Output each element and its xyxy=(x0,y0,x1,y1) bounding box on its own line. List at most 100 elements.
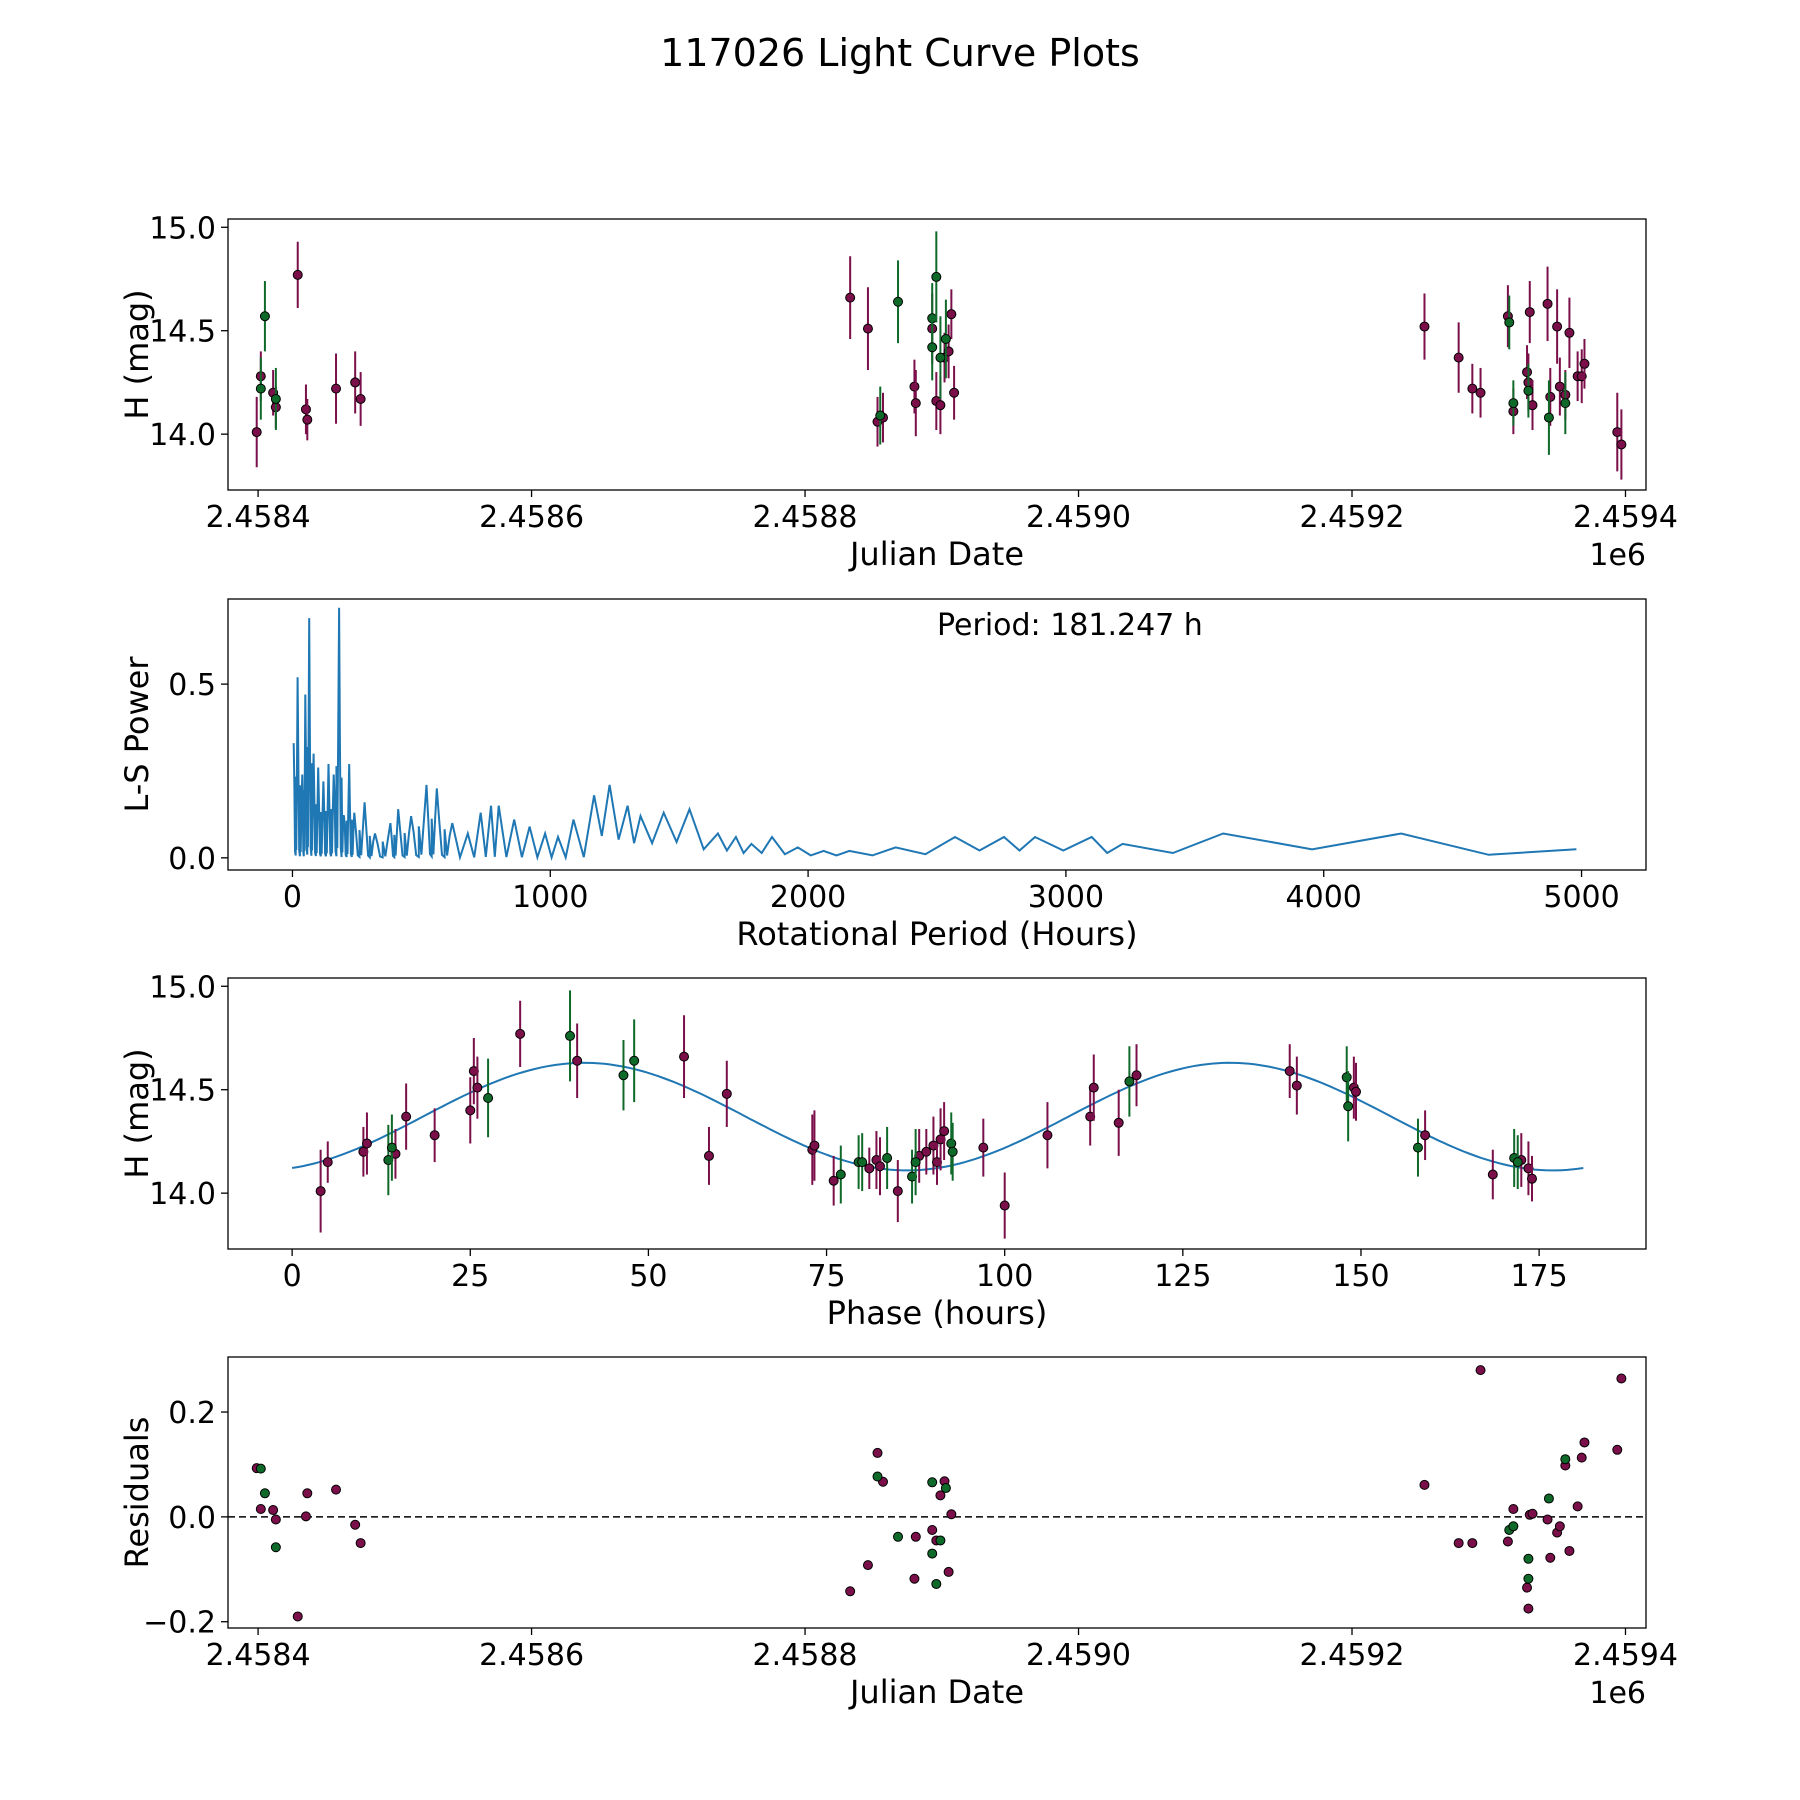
plot-area xyxy=(292,607,1577,862)
y-axis-label: Residuals xyxy=(118,1417,156,1569)
data-point xyxy=(1487,1169,1498,1180)
data-point xyxy=(931,271,942,282)
y-tick-label: 15.0 xyxy=(149,211,216,246)
data-point xyxy=(1545,1552,1556,1563)
data-point xyxy=(909,1573,920,1584)
x-tick-label: 4000 xyxy=(1286,880,1362,915)
data-point xyxy=(1512,1157,1523,1168)
y-tick-label: 14.0 xyxy=(149,1177,216,1212)
axes-frame xyxy=(227,977,1647,1250)
data-point xyxy=(1616,439,1627,450)
data-point xyxy=(1579,1437,1590,1448)
data-point xyxy=(355,1538,366,1549)
x-tick-label: 3000 xyxy=(1028,880,1104,915)
data-point xyxy=(1545,391,1556,402)
data-point xyxy=(1554,1521,1565,1532)
residuals-panel: 2.4584 2.4586 2.4588 2.4590 2.4592 2.4594 −0.2… xyxy=(118,1356,1678,1711)
y-tick-label: 14.5 xyxy=(149,315,216,350)
data-point xyxy=(1508,1521,1519,1532)
figure-panels: 2.4584 2.4586 2.4588 2.4590 2.4592 2.4594 14.0… xyxy=(118,211,1678,1711)
data-point xyxy=(1343,1101,1354,1112)
data-point xyxy=(472,1082,483,1093)
data-point xyxy=(1475,387,1486,398)
data-point xyxy=(1523,1603,1534,1614)
data-point xyxy=(1284,1066,1295,1077)
data-point xyxy=(1542,298,1553,309)
x-tick-label: 2.4594 xyxy=(1573,1638,1678,1673)
data-point xyxy=(927,342,938,353)
y-tick-label: 0.0 xyxy=(168,1501,216,1536)
data-point xyxy=(1504,317,1515,328)
data-point xyxy=(1523,1573,1534,1584)
data-point xyxy=(1522,367,1533,378)
data-point xyxy=(1572,1501,1583,1512)
data-point xyxy=(618,1070,629,1081)
axes-frame xyxy=(227,598,1647,871)
data-point xyxy=(259,1488,270,1499)
x-tick-label: 2.4592 xyxy=(1300,1638,1405,1673)
data-point xyxy=(1527,1508,1538,1519)
data-point xyxy=(268,1505,279,1516)
x-tick-label: 5000 xyxy=(1543,880,1619,915)
data-point xyxy=(1467,383,1478,394)
x-tick-label: 2.4594 xyxy=(1573,500,1678,535)
data-point xyxy=(315,1186,326,1197)
x-axis-label: Julian Date xyxy=(848,1673,1024,1711)
data-point xyxy=(1291,1080,1302,1091)
periodogram-line xyxy=(292,607,1577,862)
data-point xyxy=(1542,1514,1553,1525)
data-point xyxy=(909,381,920,392)
plot-area xyxy=(251,231,1627,480)
data-point xyxy=(874,1161,885,1172)
data-point xyxy=(1564,327,1575,338)
data-point xyxy=(1560,1454,1571,1465)
data-point xyxy=(255,383,266,394)
data-point xyxy=(429,1130,440,1141)
data-point xyxy=(300,404,311,415)
data-point xyxy=(1616,1373,1627,1384)
data-point xyxy=(302,414,313,425)
x-tick-label: 50 xyxy=(629,1259,667,1294)
x-tick-label: 150 xyxy=(1332,1259,1389,1294)
y-tick-label: 14.0 xyxy=(149,418,216,453)
data-point xyxy=(1341,1072,1352,1083)
data-point xyxy=(921,1146,932,1157)
data-point xyxy=(927,1548,938,1559)
data-point xyxy=(1467,1538,1478,1549)
data-point xyxy=(483,1092,494,1103)
x-tick-label: 2.4588 xyxy=(753,500,858,535)
data-point xyxy=(939,1126,950,1137)
data-point xyxy=(292,269,303,280)
data-point xyxy=(1419,1479,1430,1490)
y-tick-label: 0.5 xyxy=(168,668,216,703)
data-point xyxy=(401,1111,412,1122)
data-point xyxy=(361,1138,372,1149)
data-point xyxy=(864,1163,875,1174)
data-point xyxy=(935,400,946,411)
data-point xyxy=(1579,358,1590,369)
period-annotation: Period: 181.247 h xyxy=(937,608,1203,643)
data-point xyxy=(1564,1545,1575,1556)
data-point xyxy=(350,1519,361,1530)
data-point xyxy=(350,377,361,388)
data-point xyxy=(251,427,262,438)
data-point xyxy=(1523,385,1534,396)
data-point xyxy=(935,352,946,363)
plot-area xyxy=(291,990,1584,1239)
data-point xyxy=(935,1490,946,1501)
data-point xyxy=(1502,1536,1513,1547)
data-point xyxy=(927,1524,938,1535)
x-tick-label: 75 xyxy=(807,1259,845,1294)
data-point xyxy=(828,1175,839,1186)
data-point xyxy=(845,292,856,303)
data-point xyxy=(872,1471,883,1482)
data-point xyxy=(1552,321,1563,332)
data-point xyxy=(302,1488,313,1499)
data-point xyxy=(292,1611,303,1622)
data-point xyxy=(679,1051,690,1062)
x-offset-label: 1e6 xyxy=(1589,1676,1646,1711)
x-tick-label: 25 xyxy=(451,1259,489,1294)
data-point xyxy=(1508,398,1519,409)
x-tick-label: 2.4584 xyxy=(206,500,311,535)
data-point xyxy=(255,1463,266,1474)
